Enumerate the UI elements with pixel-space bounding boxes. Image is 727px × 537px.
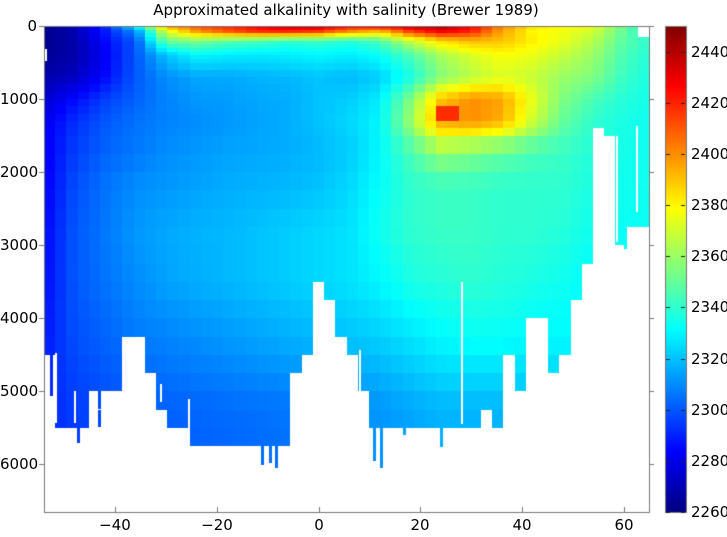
colorbar-tick-label: 2320 xyxy=(691,350,727,368)
y-axis-tick-label: 2000 xyxy=(0,163,39,181)
colorbar-tick-label: 2380 xyxy=(691,196,727,214)
x-axis-tick-label: 40 xyxy=(512,516,532,534)
x-axis-tick-label: −20 xyxy=(201,516,233,534)
x-axis-tick-label: 20 xyxy=(410,516,430,534)
x-axis-tick-label: 0 xyxy=(314,516,324,534)
chart-title: Approximated alkalinity with salinity (B… xyxy=(153,1,539,19)
colorbar-tick-label: 2360 xyxy=(691,247,727,265)
y-axis-tick-label: 4000 xyxy=(0,309,39,327)
colorbar-tick-label: 2400 xyxy=(691,145,727,163)
colorbar-tick-label: 2300 xyxy=(691,401,727,419)
y-axis-tick-label: 5000 xyxy=(0,382,39,400)
colorbar-tick-label: 2420 xyxy=(691,94,727,112)
x-axis-tick-label: −40 xyxy=(99,516,131,534)
colorbar-tick-label: 2340 xyxy=(691,298,727,316)
colorbar-tick-label: 2280 xyxy=(691,452,727,470)
x-axis-tick-label: 60 xyxy=(614,516,634,534)
colorbar-tick-label: 2440 xyxy=(691,43,727,61)
colorbar-tick-label: 2260 xyxy=(691,503,727,521)
y-axis-tick-label: 0 xyxy=(27,17,37,35)
y-axis-tick-label: 3000 xyxy=(0,236,39,254)
y-axis-tick-label: 6000 xyxy=(0,455,39,473)
y-axis-tick-label: 1000 xyxy=(0,90,39,108)
